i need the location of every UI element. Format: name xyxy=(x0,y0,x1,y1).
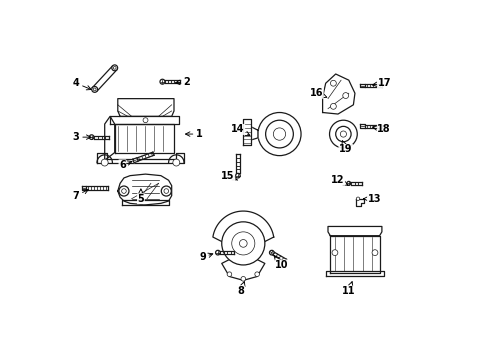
Text: 15: 15 xyxy=(221,171,237,181)
Text: 11: 11 xyxy=(341,282,355,296)
Polygon shape xyxy=(243,119,250,145)
Text: 2: 2 xyxy=(175,77,190,87)
Text: 18: 18 xyxy=(372,125,390,134)
Text: 19: 19 xyxy=(338,141,352,154)
Text: 16: 16 xyxy=(309,88,326,98)
Circle shape xyxy=(342,93,348,99)
Circle shape xyxy=(340,131,346,137)
Circle shape xyxy=(241,276,245,281)
Text: 13: 13 xyxy=(363,194,380,204)
Circle shape xyxy=(371,250,377,256)
Polygon shape xyxy=(360,84,364,87)
Circle shape xyxy=(93,88,96,91)
Circle shape xyxy=(257,112,301,156)
Text: 8: 8 xyxy=(237,282,244,296)
Polygon shape xyxy=(327,226,381,236)
Text: 12: 12 xyxy=(330,175,347,185)
Circle shape xyxy=(335,126,350,142)
Circle shape xyxy=(113,67,116,69)
Circle shape xyxy=(235,173,240,178)
Text: 5: 5 xyxy=(137,189,144,204)
Circle shape xyxy=(119,186,129,196)
Circle shape xyxy=(92,86,98,92)
Text: 9: 9 xyxy=(199,252,212,262)
Polygon shape xyxy=(246,126,257,140)
Circle shape xyxy=(239,239,246,247)
Circle shape xyxy=(330,103,336,109)
Polygon shape xyxy=(133,158,138,163)
Polygon shape xyxy=(325,271,384,276)
Circle shape xyxy=(269,250,274,255)
Circle shape xyxy=(273,128,285,140)
Polygon shape xyxy=(168,155,183,163)
Polygon shape xyxy=(110,116,179,124)
Circle shape xyxy=(331,250,337,256)
Circle shape xyxy=(329,120,357,148)
Text: 6: 6 xyxy=(119,160,132,170)
Polygon shape xyxy=(322,74,354,114)
Circle shape xyxy=(221,222,264,265)
Polygon shape xyxy=(360,125,364,128)
Circle shape xyxy=(265,120,293,148)
Circle shape xyxy=(231,232,254,255)
Text: 3: 3 xyxy=(73,132,91,142)
Circle shape xyxy=(112,65,118,71)
Circle shape xyxy=(356,197,359,201)
Text: 10: 10 xyxy=(274,256,288,270)
Text: 4: 4 xyxy=(73,78,91,90)
Circle shape xyxy=(122,189,126,193)
Polygon shape xyxy=(122,199,168,205)
Polygon shape xyxy=(97,153,183,163)
Circle shape xyxy=(330,80,336,86)
Circle shape xyxy=(346,181,350,185)
Circle shape xyxy=(160,79,164,84)
Circle shape xyxy=(89,135,94,139)
Polygon shape xyxy=(356,199,364,206)
Polygon shape xyxy=(97,155,112,163)
Polygon shape xyxy=(118,99,174,116)
Circle shape xyxy=(254,272,259,276)
Polygon shape xyxy=(212,211,273,280)
Text: 7: 7 xyxy=(73,190,88,201)
Circle shape xyxy=(143,118,148,123)
Circle shape xyxy=(215,250,220,255)
Text: 1: 1 xyxy=(185,129,203,139)
Text: 14: 14 xyxy=(231,125,249,135)
Polygon shape xyxy=(81,186,86,190)
Circle shape xyxy=(226,272,231,276)
Circle shape xyxy=(172,159,180,166)
Circle shape xyxy=(161,186,171,196)
Polygon shape xyxy=(329,236,379,273)
Circle shape xyxy=(101,159,108,166)
Polygon shape xyxy=(92,66,117,91)
Polygon shape xyxy=(118,174,171,205)
Polygon shape xyxy=(115,124,174,153)
Text: 17: 17 xyxy=(372,78,390,88)
Polygon shape xyxy=(104,116,115,160)
Circle shape xyxy=(163,189,168,193)
